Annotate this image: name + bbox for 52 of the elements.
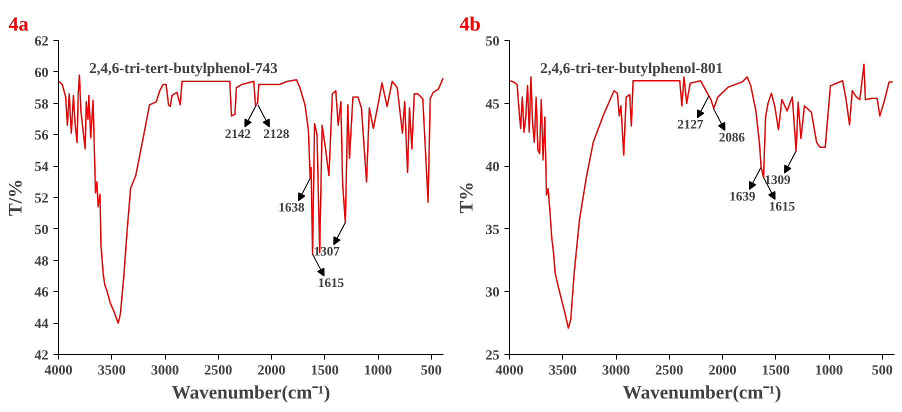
x-tick-label: 3500 — [98, 364, 126, 378]
x-tick-label: 4000 — [44, 364, 72, 378]
y-tick-label: 62 — [34, 34, 48, 50]
y-tick-label: 48 — [34, 254, 48, 270]
y-tick-label: 42 — [34, 348, 48, 364]
y-tick-label: 50 — [34, 222, 48, 238]
y-tick-label: 30 — [486, 286, 500, 301]
x-tick-label: 2000 — [258, 364, 286, 378]
x-tick-label: 2500 — [204, 364, 232, 378]
x-tick-label: 500 — [420, 364, 442, 378]
x-tick-label: 2000 — [708, 364, 736, 378]
annotation: 2128 — [263, 126, 290, 141]
chart-title: 4a — [8, 14, 28, 36]
annotation: 1638 — [278, 200, 306, 215]
annotation: 2142 — [224, 126, 251, 141]
annotation: 1615 — [769, 198, 796, 214]
annotation: 2086 — [718, 129, 746, 144]
y-tick-label: 44 — [34, 317, 48, 332]
annotation: 2127 — [677, 116, 704, 132]
annotation: 2,4,6-tri-tert-butylphenol-743 — [89, 60, 278, 77]
x-tick-label: 1500 — [310, 364, 339, 378]
y-tick-label: 56 — [34, 128, 48, 144]
annotation: 1307 — [314, 244, 340, 259]
x-tick-label: 1000 — [364, 364, 392, 378]
x-tick-label: 3000 — [151, 364, 179, 378]
y-axis-title: T/% — [6, 179, 26, 216]
y-tick-label: 40 — [486, 160, 500, 176]
y-tick-label: 54 — [34, 160, 48, 176]
line-series — [510, 64, 894, 329]
annotation: 1615 — [318, 275, 345, 290]
y-tick-label: 58 — [34, 97, 48, 112]
x-tick-label: 3500 — [548, 364, 577, 378]
annotation: 2,4,6-tri-ter-butylphenol-801 — [540, 60, 724, 77]
y-tick-label: 45 — [486, 97, 500, 112]
y-tick-label: 25 — [486, 348, 500, 364]
chart-title: 4b — [460, 14, 481, 36]
y-tick-label: 60 — [34, 66, 48, 81]
x-tick-label: 3000 — [602, 364, 630, 378]
y-tick-label: 50 — [486, 34, 500, 50]
y-tick-label: 52 — [34, 192, 48, 206]
x-axis-title: Wavenumber(cm⁻¹) — [622, 382, 782, 404]
x-tick-label: 2500 — [655, 364, 684, 378]
x-tick-label: 1000 — [815, 364, 843, 378]
x-axis-title: Wavenumber(cm⁻¹) — [172, 382, 330, 404]
y-tick-label: 35 — [486, 222, 500, 238]
annotation: 1639 — [729, 188, 756, 204]
y-tick-label: 46 — [34, 286, 48, 301]
x-tick-label: 1500 — [762, 364, 790, 378]
x-tick-label: 4000 — [496, 364, 524, 378]
y-axis-title: T% — [456, 182, 478, 214]
annotation: 1309 — [764, 172, 792, 188]
x-tick-label: 500 — [872, 364, 893, 378]
